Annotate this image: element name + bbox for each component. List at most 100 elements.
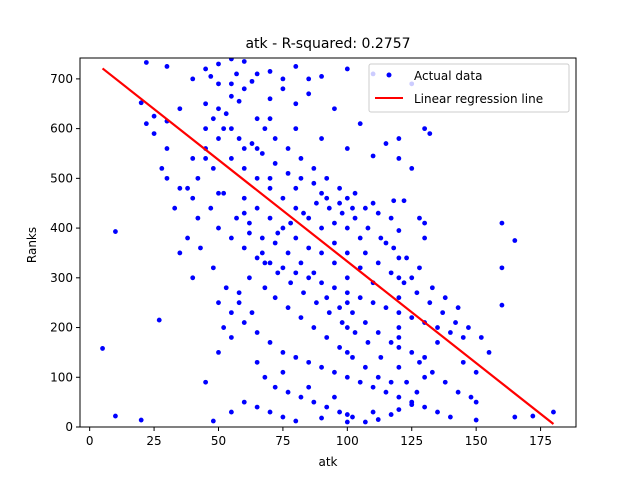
data-point xyxy=(409,315,415,320)
data-point xyxy=(228,93,234,99)
data-point xyxy=(466,325,471,330)
data-point xyxy=(396,335,402,340)
data-point xyxy=(293,185,299,191)
data-point xyxy=(383,389,389,395)
data-point xyxy=(267,340,273,345)
data-point xyxy=(352,190,358,196)
data-point xyxy=(530,413,536,419)
data-point xyxy=(512,414,518,420)
data-point xyxy=(298,394,304,400)
data-point xyxy=(236,98,242,104)
data-point xyxy=(293,418,299,424)
data-point xyxy=(311,325,317,330)
data-point xyxy=(298,175,304,181)
data-point xyxy=(143,60,149,65)
data-point xyxy=(259,235,265,241)
data-point xyxy=(275,230,281,236)
data-point xyxy=(396,136,402,141)
data-point xyxy=(319,190,324,196)
data-point xyxy=(332,285,337,291)
data-point xyxy=(383,141,389,146)
plot-frame xyxy=(79,57,577,428)
data-point xyxy=(151,113,157,119)
data-point xyxy=(280,76,286,82)
data-point xyxy=(388,215,394,221)
y-tick-label: 700 xyxy=(50,72,73,86)
data-point xyxy=(370,153,376,159)
data-point xyxy=(267,185,273,191)
data-point xyxy=(319,415,324,421)
x-axis: 0 25 50 75 100 125 150 175 xyxy=(86,427,552,448)
data-point xyxy=(365,340,371,345)
data-point xyxy=(203,156,209,161)
data-point xyxy=(350,414,355,420)
legend-marker-actual-data xyxy=(386,72,392,78)
data-point xyxy=(414,290,420,296)
x-tick-label: 125 xyxy=(400,434,423,448)
data-point xyxy=(319,250,324,256)
data-point xyxy=(267,175,273,181)
data-point xyxy=(223,285,229,291)
data-point xyxy=(442,295,448,301)
data-point xyxy=(326,310,332,316)
data-point xyxy=(262,285,268,291)
data-point xyxy=(241,399,247,405)
data-point xyxy=(234,215,239,221)
data-point xyxy=(298,260,304,266)
data-point xyxy=(190,156,196,161)
data-point xyxy=(440,310,446,316)
data-point xyxy=(285,305,291,311)
data-point xyxy=(210,418,216,424)
y-tick-label: 200 xyxy=(50,321,73,335)
data-point xyxy=(357,265,363,271)
data-point xyxy=(344,250,350,256)
data-point xyxy=(216,136,221,141)
data-point xyxy=(293,205,299,211)
data-point xyxy=(378,235,384,241)
data-point xyxy=(164,175,170,181)
data-point xyxy=(429,285,435,291)
data-point xyxy=(272,240,278,246)
data-point xyxy=(293,270,299,276)
data-point xyxy=(352,215,358,221)
data-point xyxy=(280,195,286,201)
data-point xyxy=(370,409,376,415)
data-point xyxy=(468,394,474,400)
data-point xyxy=(280,86,286,92)
data-point xyxy=(396,156,402,161)
data-point xyxy=(473,417,479,423)
data-point xyxy=(301,210,306,216)
data-point xyxy=(435,409,440,415)
data-point xyxy=(234,71,239,77)
data-point xyxy=(337,305,342,311)
data-point xyxy=(221,126,227,132)
data-point xyxy=(259,151,265,156)
data-point xyxy=(288,280,294,286)
data-point xyxy=(314,200,319,206)
legend-label-regression-line: Linear regression line xyxy=(414,92,543,106)
data-point xyxy=(208,74,214,79)
data-point xyxy=(370,200,376,206)
data-point xyxy=(350,354,355,360)
data-point xyxy=(267,260,273,266)
x-tick-label: 175 xyxy=(529,434,552,448)
data-point xyxy=(272,136,278,141)
data-point xyxy=(228,235,234,241)
legend-box xyxy=(368,63,570,113)
data-point xyxy=(285,170,291,176)
data-point xyxy=(350,310,355,316)
data-point xyxy=(254,359,260,365)
data-point xyxy=(285,146,291,151)
data-point xyxy=(306,384,312,390)
legend: Actual data Linear regression line xyxy=(368,63,570,113)
data-point xyxy=(319,225,324,231)
y-tick-label: 400 xyxy=(50,221,73,235)
data-point xyxy=(551,409,556,415)
data-point xyxy=(332,240,337,246)
data-point xyxy=(344,275,350,281)
data-point xyxy=(512,238,518,243)
data-point xyxy=(210,116,216,122)
data-point xyxy=(311,399,317,405)
data-point xyxy=(442,379,448,385)
data-point xyxy=(344,325,350,330)
